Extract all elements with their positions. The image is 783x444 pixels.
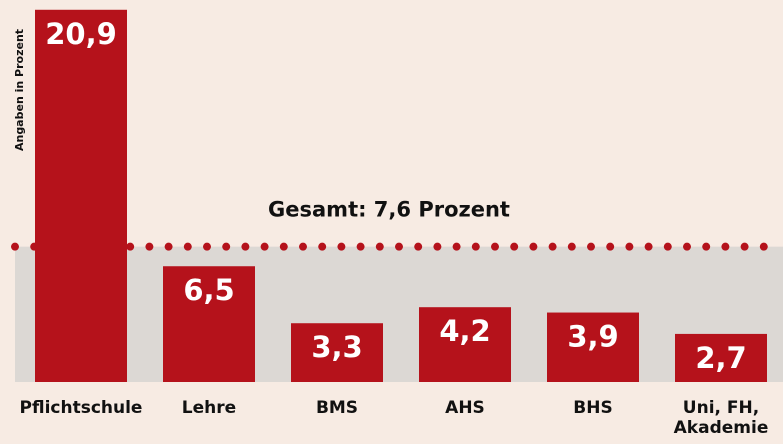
average-label: Gesamt: 7,6 Prozent [268,198,510,222]
value-label: 6,5 [183,273,234,307]
x-tick-label: Uni, FH, Akademie [671,398,771,438]
x-tick-label: BHS [531,398,655,418]
value-label: 20,9 [45,17,117,51]
y-axis-label: Angaben in Prozent [13,29,26,151]
x-tick-label: Lehre [147,398,271,418]
below-average-band [15,247,783,382]
x-tick-label: AHS [403,398,527,418]
value-label: 3,3 [311,330,362,364]
chart: Angaben in Prozent Gesamt: 7,6 Prozent 20… [0,0,783,444]
chart-container: Angaben in Prozent Gesamt: 7,6 Prozent 20… [0,0,783,444]
value-label: 2,7 [695,341,746,375]
value-label: 3,9 [567,320,618,354]
value-label: 4,2 [439,314,490,348]
bar [35,10,127,382]
x-tick-label: BMS [275,398,399,418]
x-tick-label: Pflichtschule [19,398,143,418]
